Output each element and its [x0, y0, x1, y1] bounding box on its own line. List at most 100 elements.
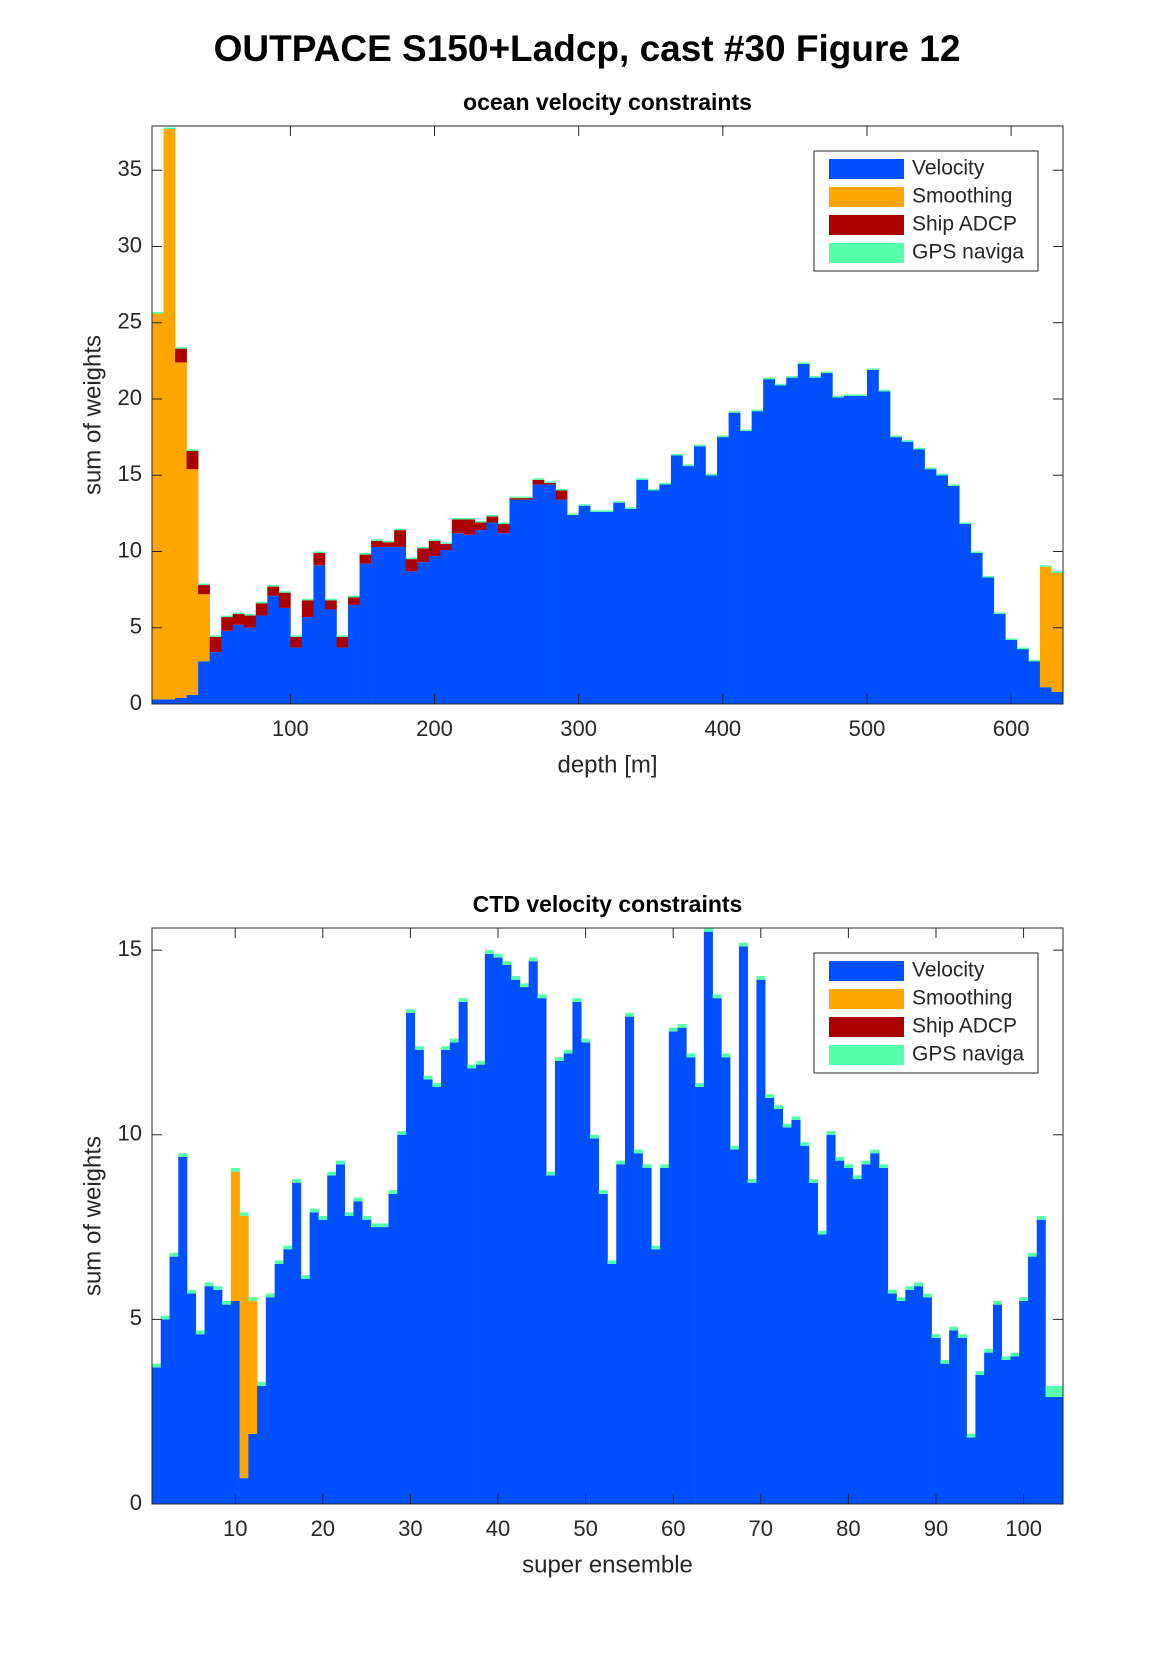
bar-segment [428, 539, 441, 541]
bar-segment [677, 1024, 687, 1028]
x-tick-label: 200 [416, 716, 453, 741]
bar-segment [901, 441, 914, 704]
bar-segment [327, 1171, 337, 1176]
bar-segment [428, 556, 441, 704]
bar-segment [949, 1326, 959, 1331]
bar-segment [428, 540, 441, 557]
bar-segment [382, 546, 395, 704]
bar-segment [1005, 638, 1018, 640]
y-tick-label: 5 [130, 1305, 142, 1330]
bar-segment [800, 1142, 810, 1146]
bar-segment [613, 502, 626, 704]
bar-segment [975, 1374, 985, 1504]
bar-segment [598, 1193, 608, 1504]
bar-segment [633, 1149, 643, 1154]
bar-segment [817, 1230, 827, 1235]
bar-segment [213, 1289, 223, 1504]
x-tick-label: 400 [704, 716, 741, 741]
bar-segment [740, 429, 752, 432]
bar-segment [432, 1083, 442, 1087]
bar-segment [703, 928, 713, 932]
bar-segment [756, 976, 766, 980]
axes-box [151, 927, 1064, 1505]
y-tick-label: 0 [130, 1490, 142, 1515]
bar-segment [590, 510, 603, 512]
bar-segment [651, 1245, 661, 1250]
bar-segment [563, 1049, 573, 1054]
bar-segment [451, 517, 464, 520]
bar-segment [187, 1293, 197, 1504]
bar-segment [327, 1175, 337, 1504]
bar-segment [693, 446, 706, 704]
bar-segment [670, 453, 683, 456]
bar-segment [301, 600, 314, 618]
bar-segment [693, 444, 706, 447]
y-tick-label: 30 [118, 232, 142, 257]
bar-segment [738, 942, 748, 947]
bar-segment [598, 1190, 608, 1194]
bar-segment [255, 601, 268, 604]
bar-segment [300, 1278, 310, 1504]
bar-segment [651, 1249, 661, 1504]
bar-segment [546, 1175, 556, 1504]
bar-segment [406, 1012, 416, 1504]
bar-segment [984, 1352, 994, 1504]
bar-segment [636, 478, 649, 480]
bar-segment [852, 1179, 862, 1504]
bar-segment [186, 449, 199, 451]
bar-segment [484, 953, 494, 1504]
bar-segment [1028, 659, 1041, 662]
bar-segment [370, 1227, 381, 1504]
legend-swatch [829, 187, 904, 207]
bar-segment [913, 449, 925, 704]
bar-segment [879, 1168, 889, 1504]
bar-segment [633, 1153, 643, 1504]
bar-segment [554, 1060, 565, 1504]
y-axis-label: sum of weights [79, 1136, 106, 1296]
bar-segment [414, 1049, 424, 1504]
y-tick-label: 25 [118, 309, 142, 334]
x-tick-label: 100 [1005, 1516, 1042, 1541]
bar-segment [255, 603, 268, 616]
bar-segment [463, 517, 476, 520]
bar-segment [290, 636, 303, 648]
bar-segment [870, 1153, 880, 1504]
bar-segment [278, 592, 291, 608]
bar-segment [486, 516, 499, 523]
bar-segment [474, 530, 487, 704]
legend-swatch [829, 159, 904, 179]
bar-segment [394, 528, 406, 531]
bar-segment [163, 127, 176, 130]
bar-segment [924, 469, 937, 704]
bar-segment [843, 394, 856, 396]
bar-segment [388, 1190, 398, 1194]
bar-segment [914, 1282, 924, 1287]
bar-segment [1039, 566, 1052, 688]
legend: Velocity Smoothing Ship ADCP GPS naviga [813, 150, 1039, 272]
bar-segment [544, 482, 556, 485]
bar-segment [625, 1016, 635, 1504]
bar-segment [695, 1083, 705, 1087]
bar-segment [808, 1179, 819, 1183]
axes: 0 5 10 15 10 20 30 40 50 60 70 80 90 100 CTD velocity … [79, 891, 1064, 1578]
bar-segment [195, 1330, 205, 1335]
bar-segment [309, 1208, 319, 1213]
bar-segment [213, 1286, 223, 1290]
bar-segment [414, 1046, 424, 1050]
bar-segment [1010, 1352, 1020, 1357]
bar-segment [1039, 687, 1052, 704]
bar-segment [417, 548, 430, 563]
bar-segment [901, 440, 914, 442]
bar-segment [890, 435, 902, 438]
bar-segment [379, 1227, 389, 1504]
bar-segment [221, 615, 234, 618]
bar-segment [936, 473, 948, 476]
bar-segment [682, 464, 695, 467]
bar-segment [774, 383, 787, 386]
bar-segment [1051, 572, 1063, 692]
bar-segment [607, 1260, 617, 1264]
bar-segment [290, 647, 303, 704]
bar-segment [239, 1212, 249, 1216]
bar-segment [274, 1260, 284, 1264]
bar-segment [458, 1001, 468, 1504]
